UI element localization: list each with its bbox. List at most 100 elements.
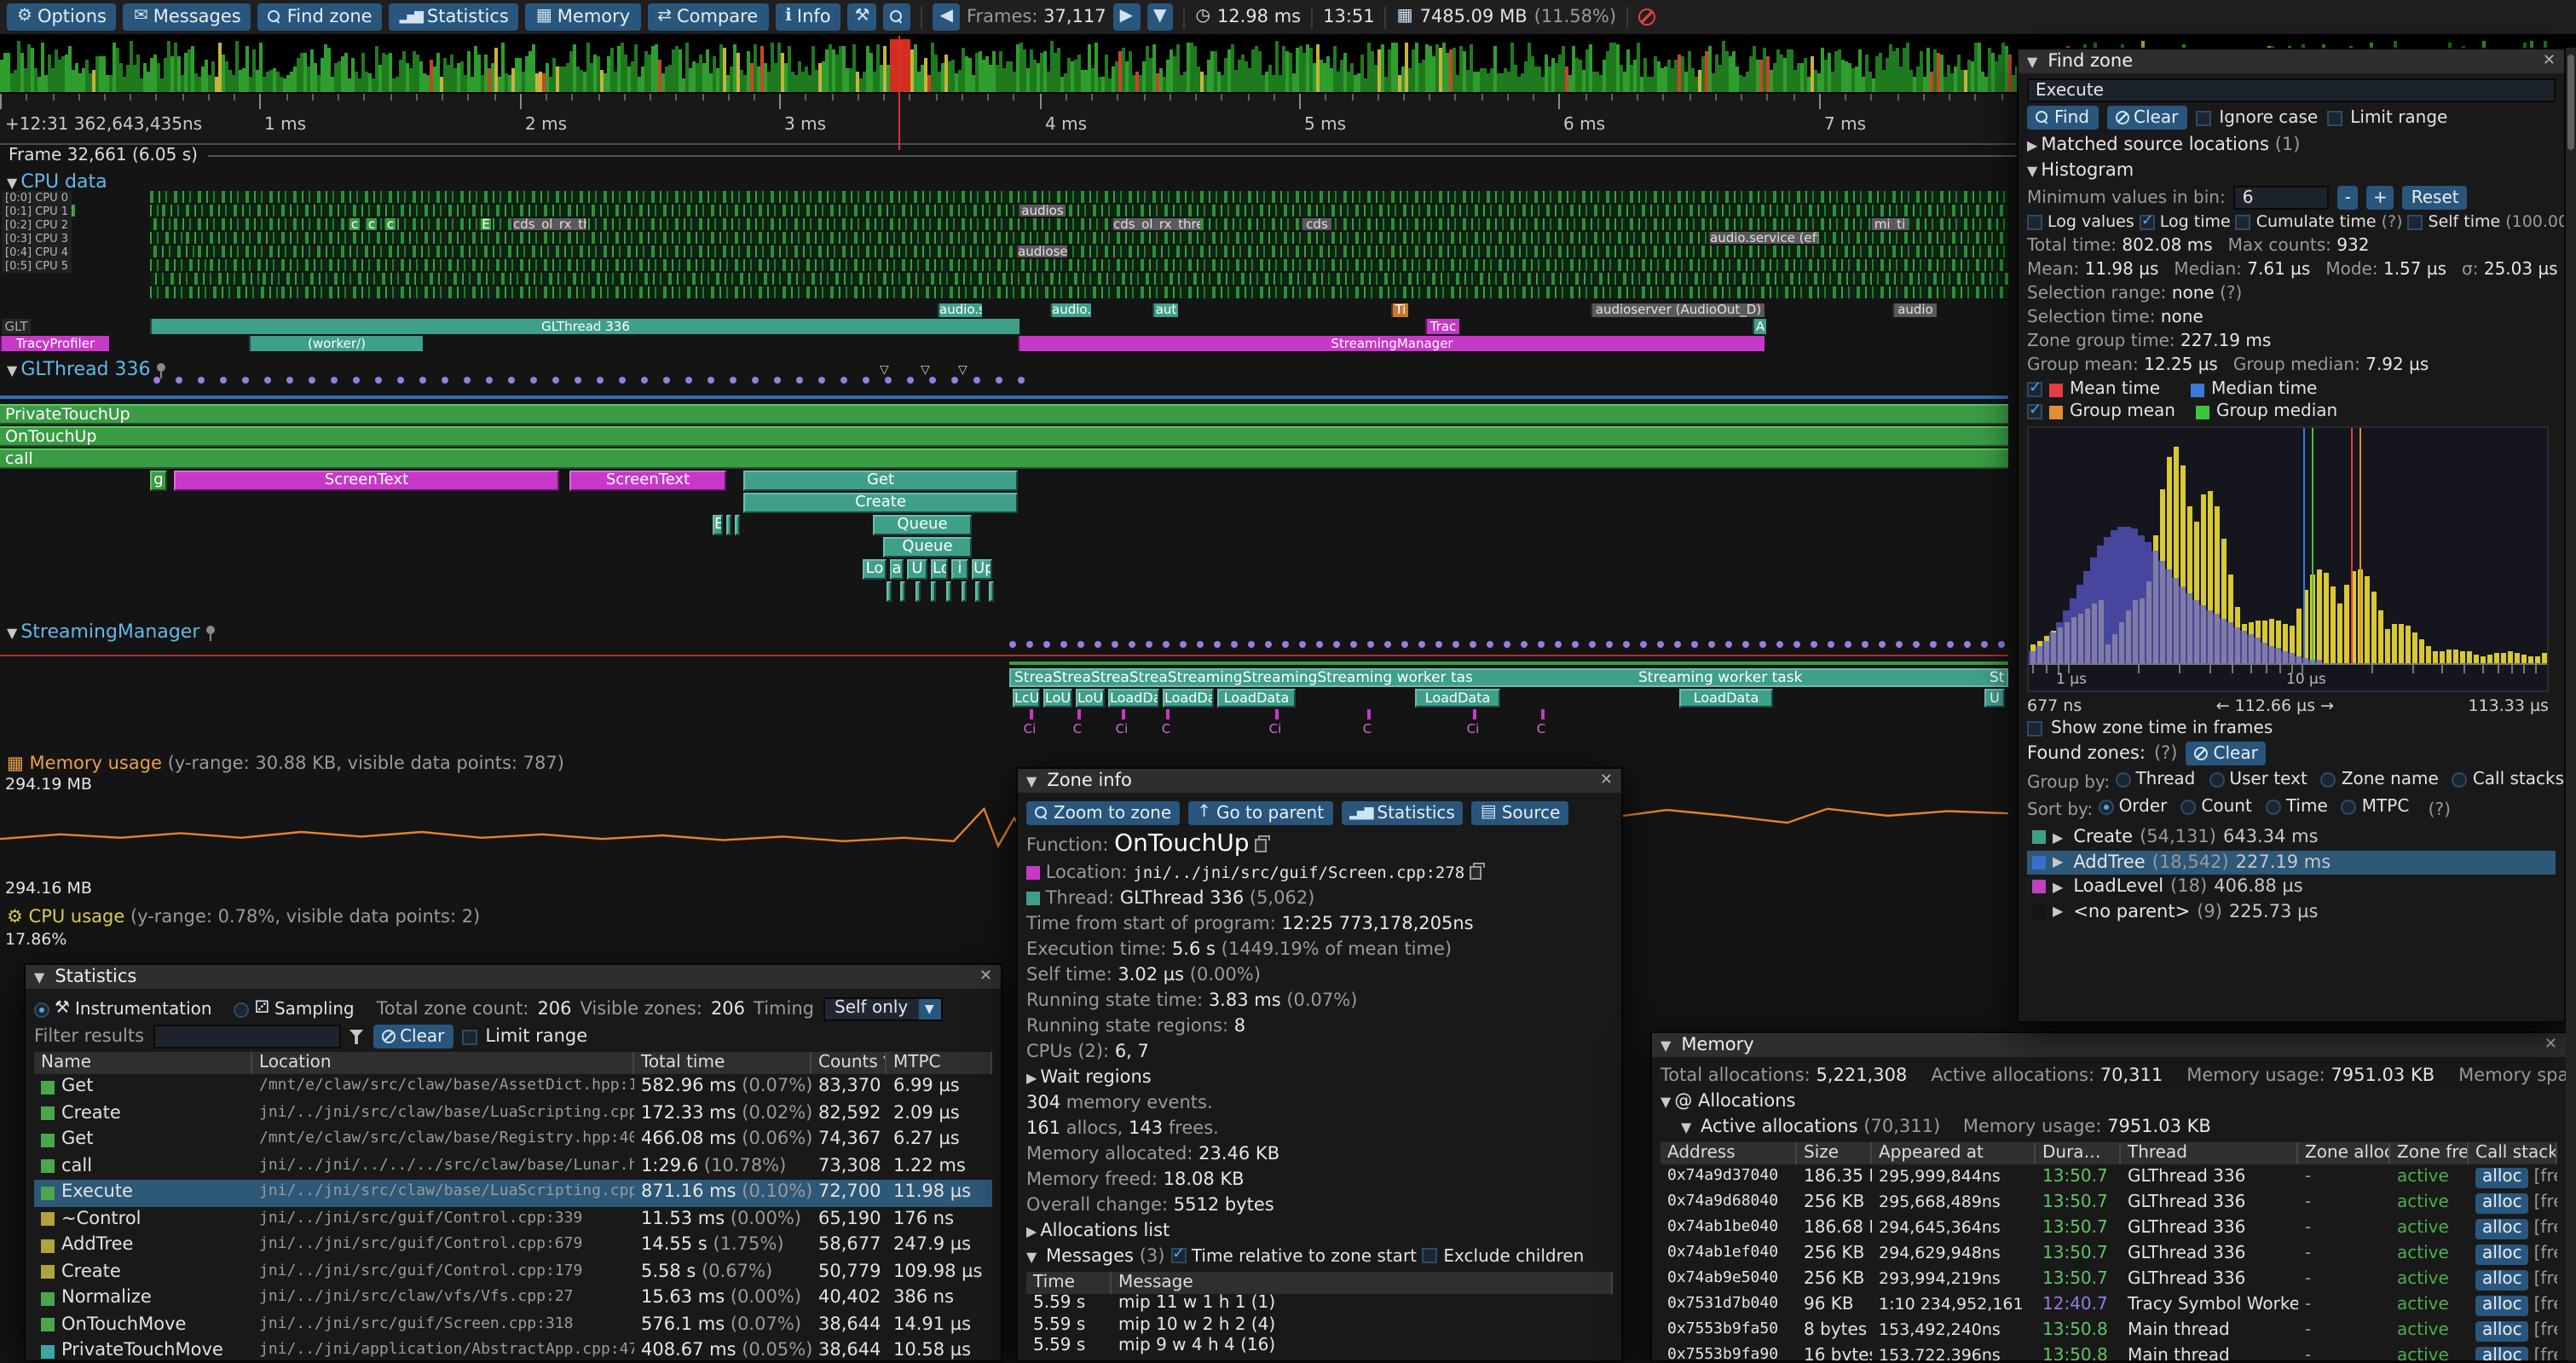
copy-icon[interactable] <box>1255 835 1271 852</box>
streaming-mark[interactable]: Ci <box>1463 709 1483 736</box>
limit-range-checkbox[interactable] <box>461 1029 477 1044</box>
message-dot[interactable] <box>1299 641 1306 648</box>
memory-row[interactable]: 0x7553b9fa50 8 bytes 153,492,240ns 13:50.8 M… <box>1661 1318 2557 1343</box>
streaming-mark[interactable]: C <box>1357 709 1378 736</box>
message-dot[interactable] <box>1180 641 1187 648</box>
message-dot[interactable] <box>1640 641 1647 648</box>
find-zone-input[interactable]: Execute <box>2027 78 2556 102</box>
message-dot[interactable] <box>1759 641 1766 648</box>
message-dot[interactable] <box>375 377 382 384</box>
stats-column-header[interactable]: Name <box>34 1052 252 1074</box>
message-dot[interactable] <box>1095 641 1101 648</box>
message-dot[interactable] <box>1811 641 1817 648</box>
cpu-zone-chip[interactable]: cds <box>1301 218 1331 230</box>
exclude-children-checkbox[interactable] <box>1422 1248 1438 1263</box>
message-dot[interactable] <box>153 377 160 384</box>
gl-zone[interactable]: a <box>890 559 904 580</box>
find-zone-button[interactable]: Find zone <box>257 3 383 31</box>
group-by-thread[interactable]: Thread <box>2115 771 2195 789</box>
stats-row[interactable]: Get/mnt/e/claw/src/claw/base/Registry.hp… <box>34 1127 992 1153</box>
message-dot[interactable] <box>1930 641 1937 648</box>
cpu-zone-chip[interactable]: Ti <box>1391 303 1408 317</box>
mean-time-checkbox[interactable] <box>2027 380 2042 397</box>
memory-row[interactable]: 0x74ab1ef040 256 KB 294,629,948ns 13:50.7 GL… <box>1661 1241 2557 1267</box>
streaming-zone[interactable]: LoadDaU <box>1163 689 1214 707</box>
message-dot[interactable] <box>597 377 604 384</box>
message-dot[interactable] <box>1504 641 1510 648</box>
message-dot[interactable] <box>1589 641 1596 648</box>
histogram-row[interactable]: ▼ Histogram <box>2027 160 2556 181</box>
message-dot[interactable] <box>1845 641 1851 648</box>
message-dot[interactable] <box>220 377 227 384</box>
instrumentation-radio[interactable]: ⚒ Instrumentation <box>34 1000 212 1019</box>
cpu-plot-header[interactable]: ⚙ CPU usage (y-range: 0.78%, visible dat… <box>7 907 480 927</box>
gl-zone[interactable]: U <box>907 559 927 580</box>
gl-zone[interactable] <box>975 581 980 602</box>
message-dot[interactable] <box>796 377 803 384</box>
find-zone-histogram[interactable]: 1 µs 10 µs <box>2027 426 2549 692</box>
help-icon[interactable]: (?) <box>2428 801 2451 820</box>
message-dot[interactable] <box>840 377 847 384</box>
message-dot[interactable] <box>1333 641 1340 648</box>
alloc-callstack-button[interactable]: alloc <box>2475 1320 2529 1341</box>
stats-column-header[interactable]: Total time <box>634 1052 811 1074</box>
sort-by-order[interactable]: Order <box>2098 798 2167 817</box>
memory-plot-header[interactable]: ▦ Memory usage (y-range: 30.88 KB, visib… <box>7 754 564 774</box>
message-dot[interactable] <box>419 377 426 384</box>
min-bin-input[interactable]: 6 <box>2233 186 2330 210</box>
message-dot[interactable] <box>1401 641 1408 648</box>
alloc-callstack-button[interactable]: alloc <box>2475 1346 2529 1360</box>
message-dot[interactable] <box>1214 641 1221 648</box>
collapse-arrow-icon[interactable]: ▼ <box>1661 1037 1672 1053</box>
scrollbar[interactable] <box>2566 48 2576 1360</box>
pin-icon[interactable] <box>205 626 215 641</box>
gl-zone[interactable]: Queue <box>883 537 972 557</box>
matched-locations-row[interactable]: ▶ Matched source locations (1) <box>2027 135 2556 155</box>
close-icon[interactable]: ✕ <box>979 968 992 985</box>
message-row[interactable]: 5.59 s mip 11 w 1 h 1 (1) <box>1026 1294 1613 1315</box>
cpu-zone-chip[interactable]: StreamingManager <box>1018 336 1765 351</box>
gl-zone-band[interactable]: call <box>0 448 2008 469</box>
memory-row[interactable]: 0x7553b9fa90 16 bytes 153,722,396ns 13:50.8… <box>1661 1343 2557 1360</box>
message-dot[interactable] <box>1367 641 1374 648</box>
messages-row[interactable]: ▼ Messages (3) Time relative to zone sta… <box>1026 1246 1613 1267</box>
message-dot[interactable] <box>1862 641 1868 648</box>
message-dot[interactable] <box>264 377 271 384</box>
found-zone-group-row[interactable]: ▶ Create (54,131) 643.34 ms <box>2027 825 2556 850</box>
sort-by-mtpc[interactable]: MTPC <box>2341 798 2409 817</box>
message-dot[interactable] <box>552 377 559 384</box>
message-dot[interactable] <box>1043 641 1050 648</box>
help-icon[interactable]: (?) <box>2381 213 2403 232</box>
log-time-checkbox[interactable] <box>2139 213 2155 230</box>
zone-info-titlebar[interactable]: ▼ Zone info ✕ <box>1018 769 1621 793</box>
stats-row[interactable]: PrivateTouchMove jni/../jni/application/A… <box>34 1338 992 1360</box>
message-dot[interactable] <box>331 377 338 384</box>
memory-titlebar[interactable]: ▼ Memory ✕ <box>1652 1033 2566 1057</box>
message-dot[interactable] <box>818 377 825 384</box>
collapse-arrow-icon[interactable]: ▼ <box>2027 54 2038 69</box>
gl-zone[interactable] <box>915 581 921 602</box>
message-dot[interactable] <box>309 377 315 384</box>
message-dot[interactable] <box>508 377 515 384</box>
memory-usage-graph[interactable] <box>0 771 2008 893</box>
gl-zone[interactable] <box>887 581 892 602</box>
bin-decrease-button[interactable]: - <box>2337 186 2358 210</box>
gl-zone[interactable]: Lo <box>863 559 887 580</box>
message-dot[interactable] <box>1998 641 2005 648</box>
memory-column-header[interactable]: Zone alloc <box>2298 1142 2390 1164</box>
message-dot[interactable] <box>530 377 537 384</box>
cpu-zone-chip[interactable]: cds_ol_rx_thr <box>511 218 586 230</box>
message-dot[interactable] <box>1674 641 1681 648</box>
message-dot[interactable] <box>1879 641 1886 648</box>
help-icon[interactable]: (?) <box>2153 743 2178 764</box>
memory-row[interactable]: 0x7531d7b040 96 KB 1:10 234,952,161 12:40.7… <box>1661 1292 2557 1318</box>
message-dot[interactable] <box>198 377 205 384</box>
cumulate-time-checkbox[interactable] <box>2235 215 2251 230</box>
message-dot[interactable] <box>1828 641 1834 648</box>
message-dot[interactable] <box>575 377 581 384</box>
collapse-arrow-icon[interactable]: ▼ <box>34 969 45 985</box>
cpu-zone-chip[interactable]: audio.se <box>938 303 982 317</box>
close-icon[interactable]: ✕ <box>2544 1037 2557 1054</box>
message-row[interactable]: 5.59 s mip 9 w 4 h 4 (16) <box>1026 1337 1613 1358</box>
